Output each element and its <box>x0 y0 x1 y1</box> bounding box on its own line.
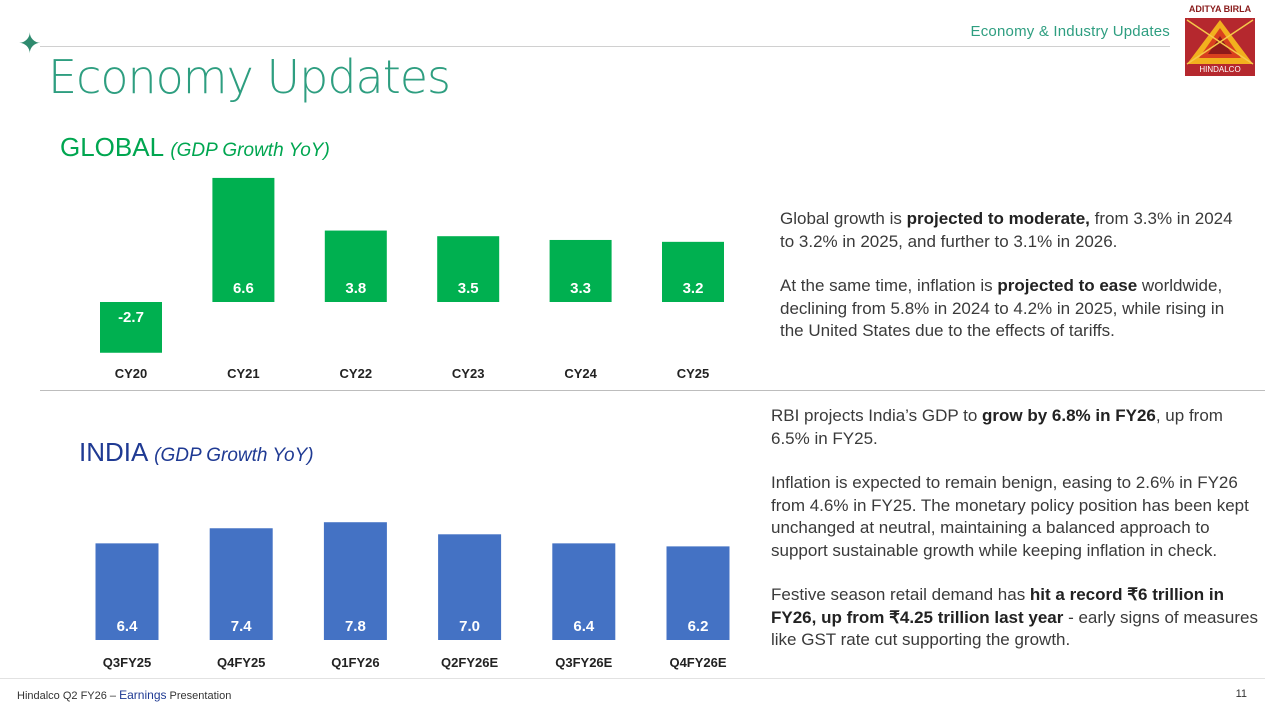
emphasis-text: hit a record ₹6 trillion in FY26, up fro… <box>771 585 1224 627</box>
page-title: Economy Updates <box>48 50 451 104</box>
global-heading: GLOBAL (GDP Growth YoY) <box>60 132 330 163</box>
logo-emblem-graphic <box>1186 19 1254 65</box>
data-label: 3.2 <box>683 280 704 297</box>
bar-q4fy26e <box>666 546 730 640</box>
footer-suffix: Presentation <box>166 690 232 702</box>
bar-cy21 <box>212 177 275 302</box>
bar-cy25 <box>662 241 724 302</box>
footer-label: Hindalco Q2 FY26 – Earnings Presentation <box>17 688 231 702</box>
category-label: Q3FY25 <box>103 655 151 670</box>
global-commentary: Global growth is projected to moderate, … <box>780 208 1250 343</box>
section-tag: Economy & Industry Updates <box>970 23 1170 40</box>
category-label: Q1FY26 <box>331 655 379 670</box>
emphasis-text: projected to ease <box>997 276 1138 295</box>
logo-bottom-text: HINDALCO <box>1199 65 1241 74</box>
category-label: CY23 <box>452 366 485 381</box>
body-text: RBI projects India’s GDP to <box>771 406 983 425</box>
body-text: from 3.3% in 2024 to 3.2% in 2025, and f… <box>780 209 1233 251</box>
bar-q1fy26 <box>323 522 387 640</box>
category-label: CY20 <box>115 366 148 381</box>
header-divider <box>40 46 1170 47</box>
category-label: Q4FY25 <box>217 655 265 670</box>
paragraph-gap <box>771 562 1261 584</box>
body-text: Festive season retail demand has <box>771 585 1030 604</box>
paragraph-gap <box>780 253 1250 275</box>
data-label: -2.7 <box>118 309 144 326</box>
category-label: Q4FY26E <box>669 655 726 670</box>
india-gdp-chart: 6.4 Q3FY25 7.4 Q4FY25 7.8 Q1FY26 7.0 Q2FY26E 6.4… <box>95 522 730 670</box>
category-label: Q2FY26E <box>441 655 498 670</box>
logo-emblem <box>1185 18 1255 76</box>
footer-prefix: Hindalco Q2 FY26 – <box>17 690 120 702</box>
paragraph-gap <box>771 450 1261 472</box>
data-label: 7.4 <box>231 618 253 635</box>
body-text: worldwide, declining from 5.8% in 2024 t… <box>780 276 1225 340</box>
section-divider <box>40 390 1265 391</box>
company-logo: ADITYA BIRLA HINDALCO <box>1183 4 1257 78</box>
bar-cy22 <box>324 230 387 302</box>
bar-cy24 <box>549 239 612 302</box>
bar-cy20 <box>100 302 162 353</box>
bar-q3fy26e <box>552 543 616 640</box>
india-heading-title: INDIA <box>79 437 147 467</box>
body-text: Global growth is <box>780 209 907 228</box>
data-label: 6.6 <box>233 280 254 297</box>
logo-top-text: ADITYA BIRLA <box>1188 4 1252 14</box>
commentary-paragraph: Global growth is projected to moderate, … <box>780 208 1250 253</box>
bar-q2fy26e <box>438 534 502 640</box>
global-heading-subtitle: (GDP Growth YoY) <box>170 140 330 161</box>
data-label: 6.4 <box>117 618 139 635</box>
commentary-paragraph: Festive season retail demand has hit a r… <box>771 584 1261 652</box>
category-label: CY22 <box>340 366 373 381</box>
data-label: 7.8 <box>345 618 366 635</box>
commentary-paragraph: Inflation is expected to remain benign, … <box>771 472 1261 562</box>
body-text: At the same time, inflation is <box>780 276 998 295</box>
data-label: 3.3 <box>570 280 591 297</box>
category-label: Q3FY26E <box>555 655 612 670</box>
footer-divider <box>0 678 1265 679</box>
category-label: CY24 <box>564 366 597 381</box>
body-text: - early signs of measures like GST rate … <box>771 607 1258 650</box>
page-number: 11 <box>1235 688 1247 700</box>
emphasis-text: projected to moderate, <box>906 209 1090 228</box>
category-label: CY21 <box>227 366 260 381</box>
global-heading-title: GLOBAL <box>60 132 164 162</box>
commentary-paragraph: RBI projects India’s GDP to grow by 6.8%… <box>771 405 1261 450</box>
india-commentary: RBI projects India’s GDP to grow by 6.8%… <box>771 405 1261 652</box>
category-label: CY25 <box>677 366 710 381</box>
bar-q3fy25 <box>95 543 159 640</box>
bar-q4fy25 <box>209 528 273 640</box>
data-label: 7.0 <box>459 618 480 635</box>
global-gdp-chart: -2.7 CY20 6.6 CY21 3.8 CY22 3.5 CY23 3.3 CY24 3.2 C… <box>100 177 724 381</box>
data-label: 6.2 <box>688 618 709 635</box>
sparkle-icon: ✦ <box>18 28 42 59</box>
india-heading: INDIA (GDP Growth YoY) <box>79 437 314 468</box>
emphasis-text: grow by 6.8% in FY26 <box>982 406 1156 425</box>
bar-cy23 <box>437 236 500 302</box>
data-label: 3.8 <box>345 280 366 297</box>
body-text: , up from 6.5% in FY25. <box>771 406 1223 448</box>
body-text: Inflation is expected to remain benign, … <box>771 473 1249 560</box>
data-label: 6.4 <box>573 618 595 635</box>
commentary-paragraph: At the same time, inflation is projected… <box>780 275 1250 343</box>
footer-accent: Earnings <box>119 688 167 702</box>
india-heading-subtitle: (GDP Growth YoY) <box>154 445 314 466</box>
data-label: 3.5 <box>458 280 479 297</box>
